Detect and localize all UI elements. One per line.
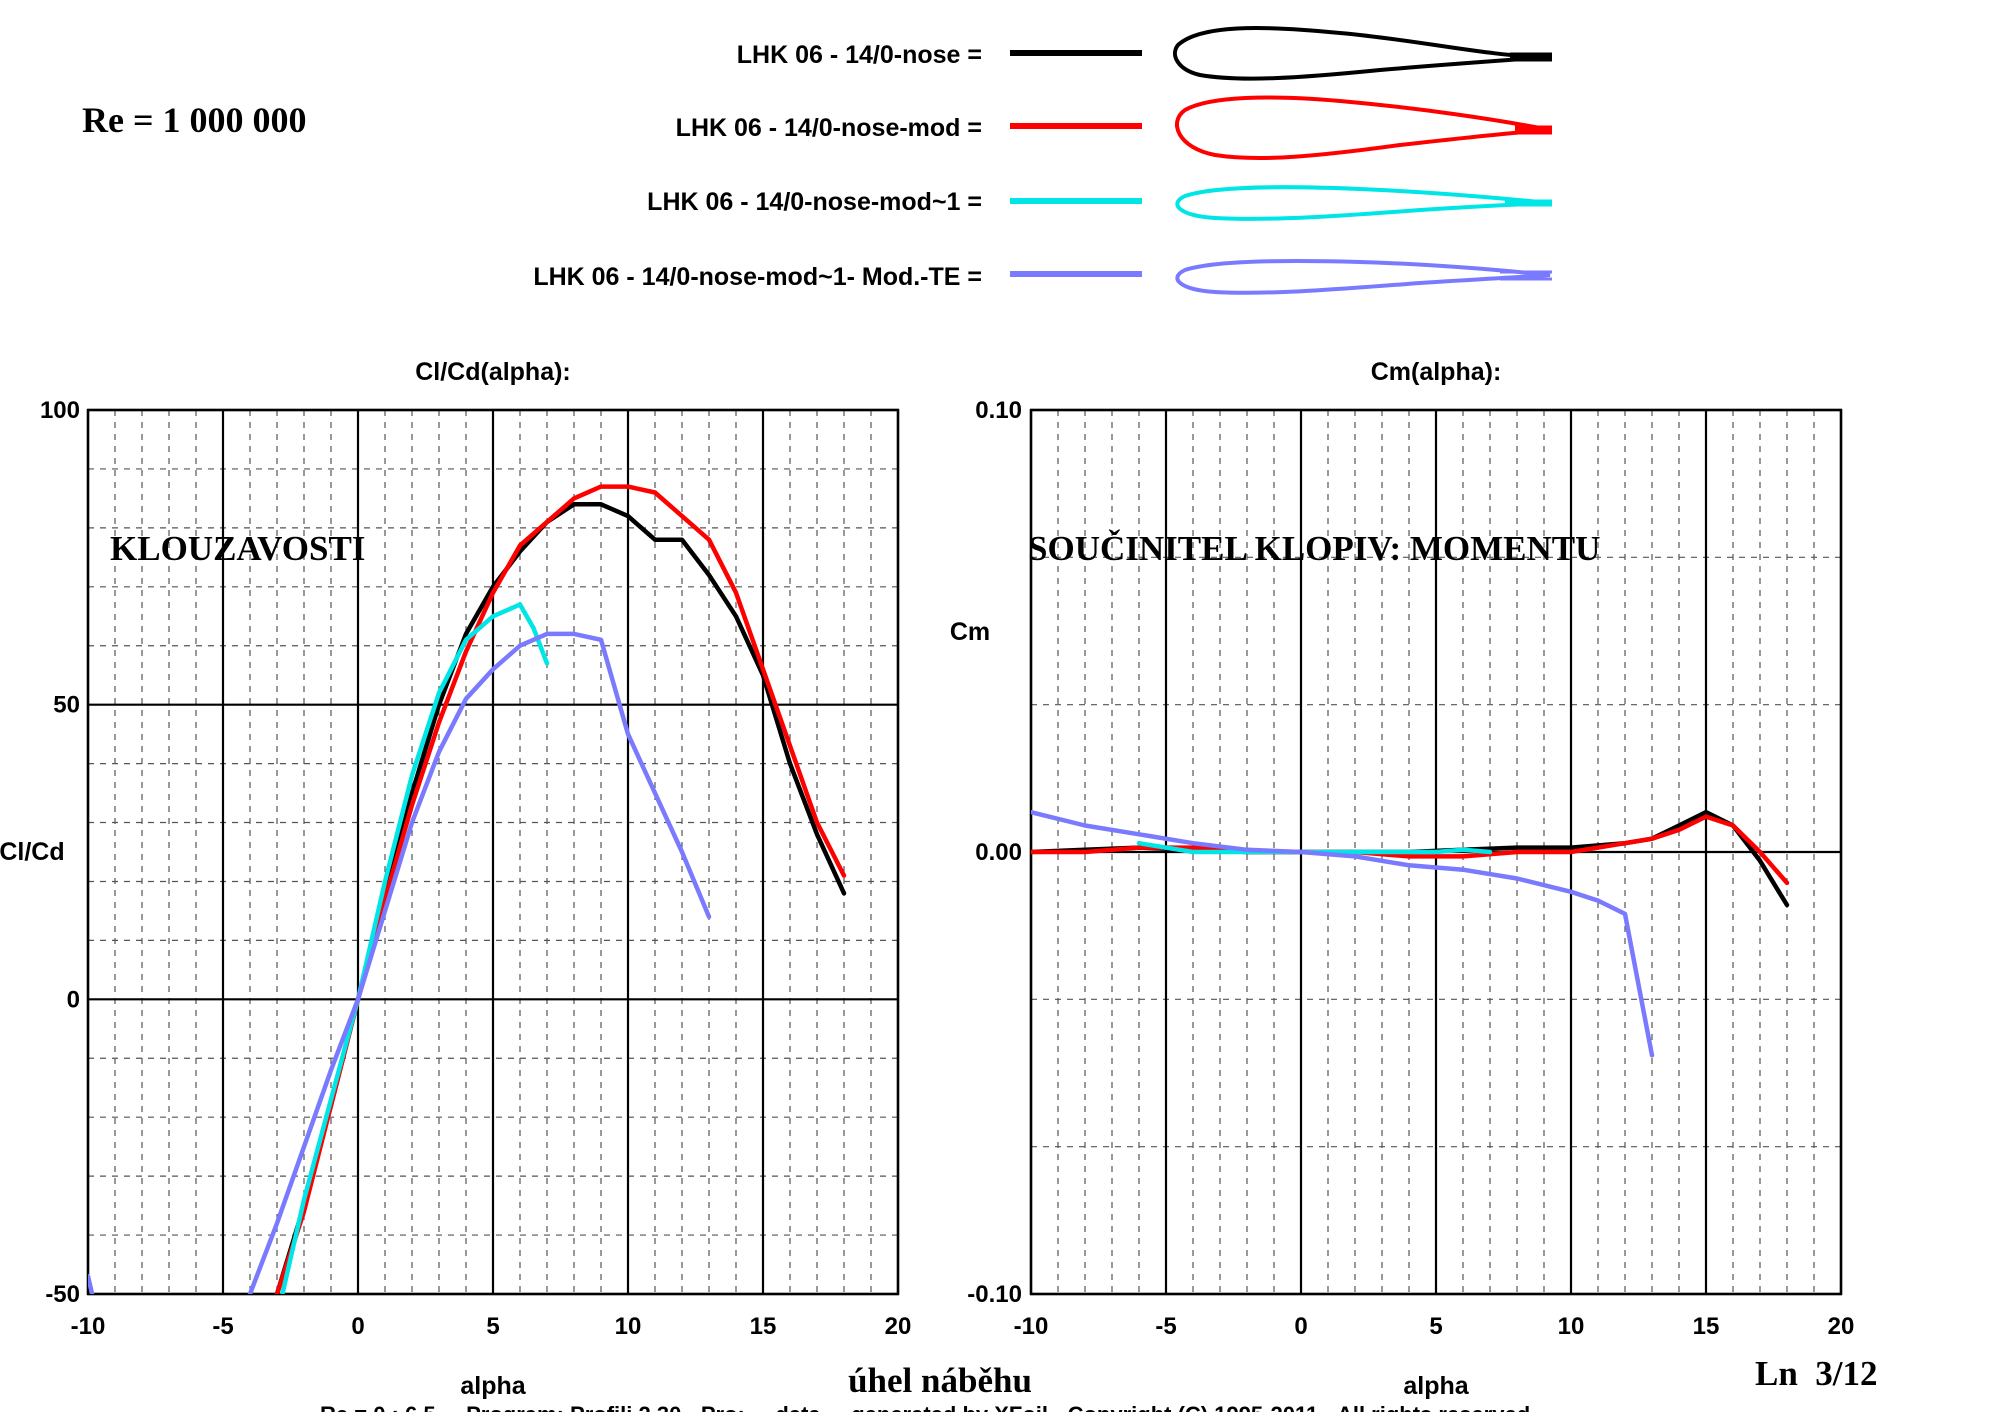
cl-cd-chart: -10 -5 0 5 10 15 20100500-50Cl/Cd(alpha):alpha… bbox=[0, 358, 911, 1400]
legend-entry: LHK 06 - 14/0-nose-mod~1 = bbox=[647, 185, 1552, 221]
y-axis-label: Cm bbox=[950, 618, 990, 646]
cm-chart: -10 -5 0 5 10 15 20 0.10 0.00 -0.10 Cm(alpha): alph… bbox=[950, 358, 1855, 1400]
legend: LHK 06 - 14/0-nose = LHK 06 - 14/0-nose-… bbox=[533, 26, 1552, 295]
x-tick-label: 0 bbox=[351, 1313, 364, 1340]
airfoil-shape-icon bbox=[1172, 26, 1551, 81]
x-tick-label: -10 bbox=[71, 1313, 106, 1340]
legend-label: LHK 06 - 14/0-nose = bbox=[737, 41, 982, 69]
x-tick-label: 5 bbox=[486, 1313, 499, 1340]
chart-title: Cm(alpha): bbox=[1371, 358, 1502, 386]
chart-annotation: KLOUZAVOSTI bbox=[110, 529, 365, 568]
x-tick-label: -5 bbox=[1155, 1313, 1176, 1340]
series-line bbox=[247, 631, 712, 1294]
series-line bbox=[88, 1274, 95, 1294]
x-axis-label: alpha bbox=[460, 1372, 526, 1400]
y-tick-label: -50 bbox=[45, 1281, 80, 1308]
series-line bbox=[1136, 840, 1493, 855]
airfoil-shape-icon bbox=[1175, 185, 1551, 221]
plot-frame bbox=[86, 408, 900, 1296]
x-axis-label: alpha bbox=[1403, 1372, 1469, 1400]
x-tick-label: -5 bbox=[212, 1313, 233, 1340]
legend-label: LHK 06 - 14/0-nose-mod = bbox=[676, 114, 982, 142]
legend-entry: LHK 06 - 14/0-nose-mod~1- Mod.-TE = bbox=[533, 258, 1552, 295]
legend-label: LHK 06 - 14/0-nose-mod~1- Mod.-TE = bbox=[533, 263, 982, 291]
legend-label: LHK 06 - 14/0-nose-mod~1 = bbox=[647, 188, 982, 216]
reynolds-number: Re = 1 000 000 bbox=[82, 100, 307, 140]
y-tick-label: -0.10 bbox=[967, 1281, 1022, 1308]
page-reference: Ln 3/12 bbox=[1755, 1354, 1878, 1393]
footer-credit: Re = 0 ; 6.5 ... Program: Profili 2.30 -… bbox=[320, 1402, 1530, 1412]
series-line bbox=[1031, 809, 1655, 1058]
legend-entry: LHK 06 - 14/0-nose-mod = bbox=[676, 95, 1552, 161]
airfoil-shape-icon bbox=[1175, 95, 1551, 161]
x-tick-label: 5 bbox=[1429, 1313, 1442, 1340]
x-caption: úhel náběhu bbox=[848, 1361, 1032, 1400]
chart-annotation: SOUČINITEL KLOPIV: MOMENTU bbox=[1028, 528, 1600, 568]
series-line bbox=[280, 602, 550, 1294]
chart-title: Cl/Cd(alpha): bbox=[415, 358, 571, 386]
series-line bbox=[274, 484, 847, 1294]
y-tick-label: 0.00 bbox=[975, 839, 1022, 866]
y-tick-label: 100 bbox=[40, 397, 80, 424]
y-axis-label: Cl/Cd bbox=[0, 838, 65, 866]
y-tick-label: 0.10 bbox=[975, 397, 1022, 424]
x-tick-label: 10 bbox=[1558, 1313, 1585, 1340]
x-tick-label: 0 bbox=[1294, 1313, 1307, 1340]
y-tick-label: 50 bbox=[53, 692, 80, 719]
x-tick-label: 15 bbox=[750, 1313, 777, 1340]
x-tick-label: 20 bbox=[1828, 1313, 1855, 1340]
x-tick-label: 20 bbox=[885, 1313, 912, 1340]
y-tick-label: 0 bbox=[67, 986, 80, 1013]
airfoil-shape-icon bbox=[1175, 258, 1551, 295]
series-group bbox=[88, 484, 847, 1294]
legend-entry: LHK 06 - 14/0-nose = bbox=[737, 26, 1552, 81]
series-group bbox=[1031, 809, 1790, 1058]
x-tick-label: 15 bbox=[1693, 1313, 1720, 1340]
x-tick-label: -10 bbox=[1014, 1313, 1049, 1340]
x-tick-label: 10 bbox=[615, 1313, 642, 1340]
